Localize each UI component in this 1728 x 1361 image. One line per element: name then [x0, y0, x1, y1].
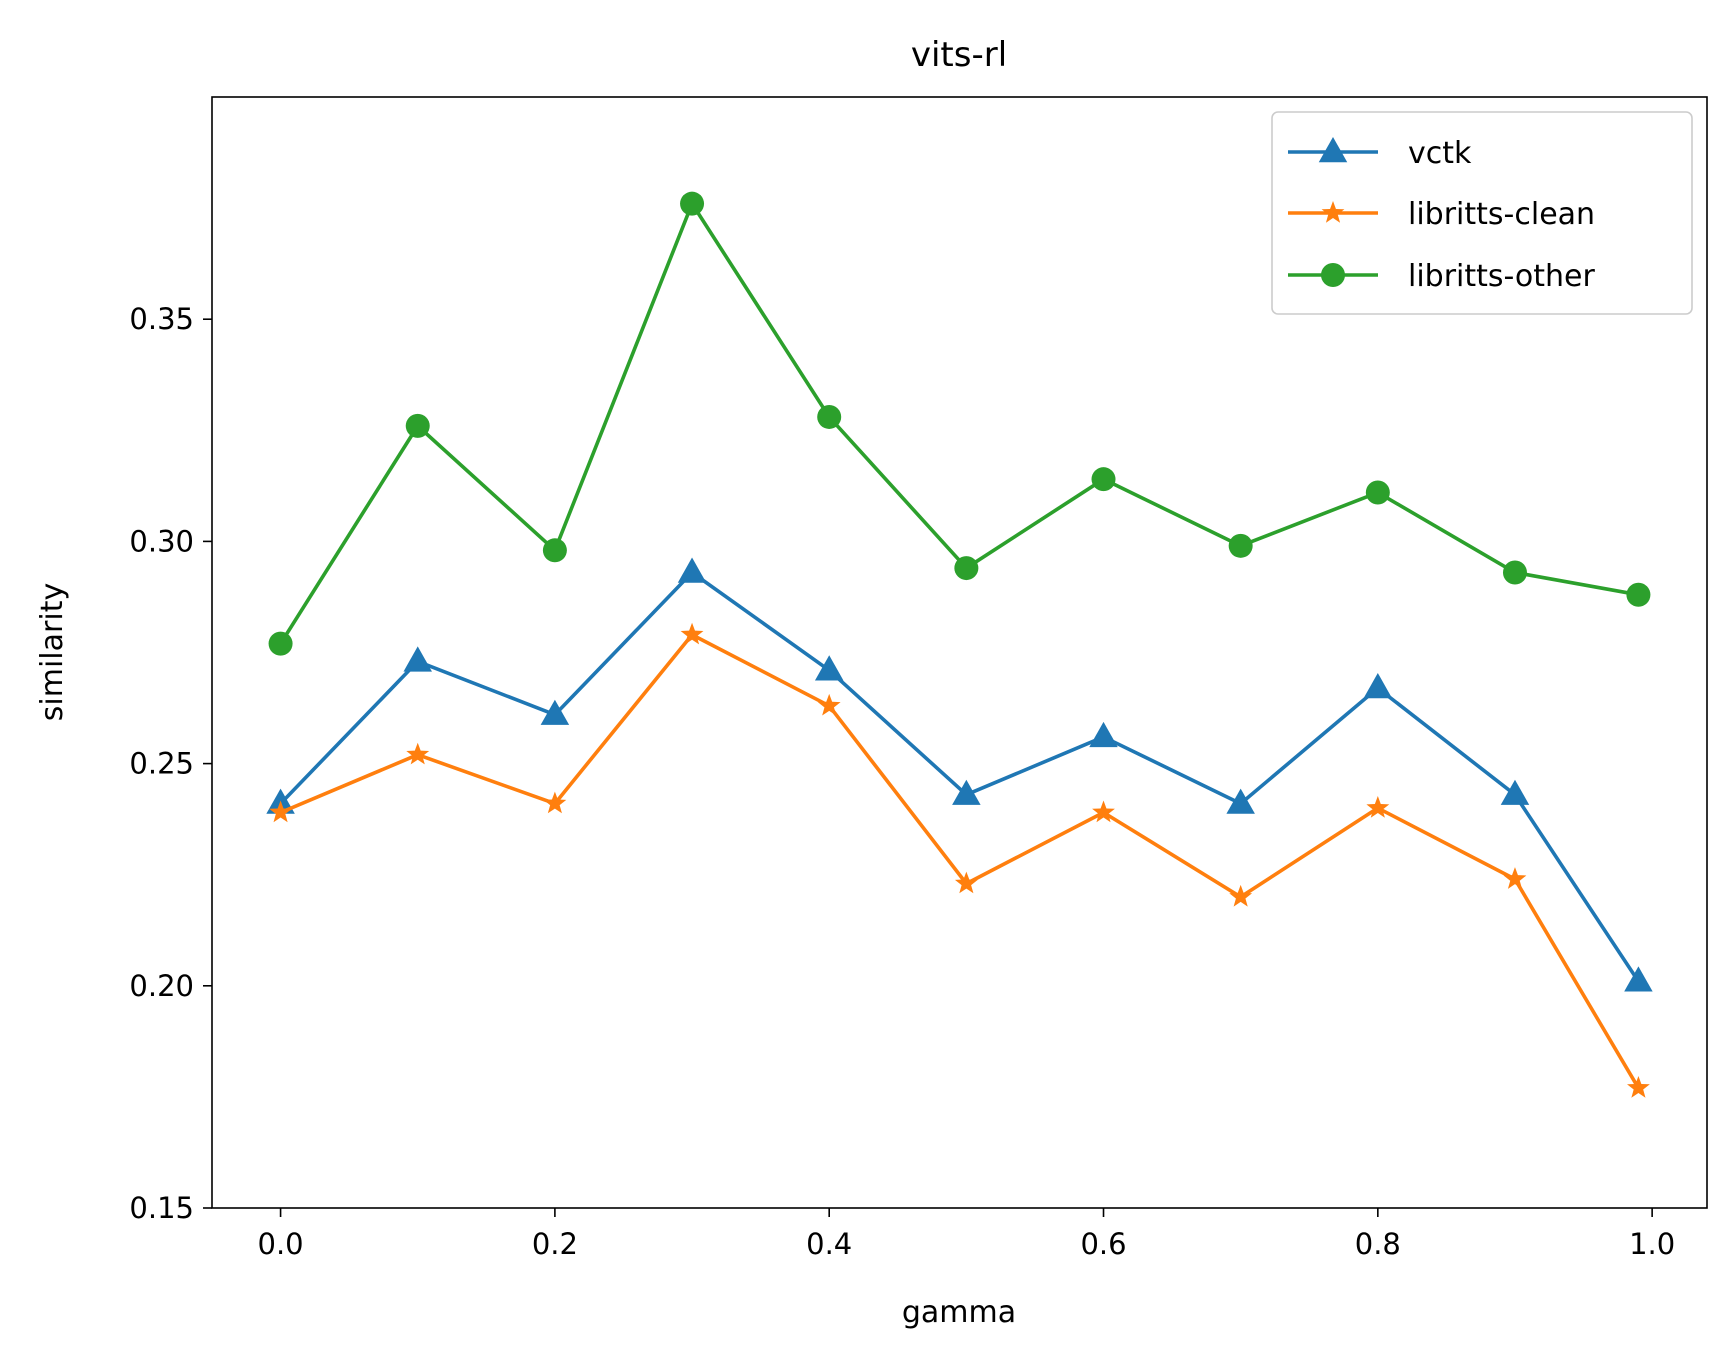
- data-point-vctk: [1500, 779, 1530, 805]
- legend-marker-circle: [1321, 263, 1345, 287]
- y-tick-label: 0.15: [129, 1191, 194, 1225]
- data-point-libritts-other: [1502, 560, 1527, 585]
- data-point-libritts-clean: [1366, 796, 1390, 818]
- x-axis: 0.0 0.2 0.4 0.6 0.8 1.0: [258, 1208, 1675, 1261]
- y-tick-label: 0.20: [129, 969, 194, 1003]
- data-point-libritts-clean: [543, 791, 567, 814]
- series-vctk: [266, 557, 1653, 992]
- data-point-libritts-clean: [817, 693, 841, 716]
- legend-label: vctk: [1408, 136, 1472, 171]
- chart-title: vits-rl: [911, 35, 1007, 75]
- data-point-libritts-other: [542, 538, 567, 563]
- data-point-vctk: [1226, 788, 1255, 814]
- x-tick-label: 0.2: [532, 1227, 578, 1261]
- data-point-libritts-other: [817, 404, 842, 429]
- legend: vctk libritts-clean libritts-other: [1271, 111, 1693, 315]
- y-tick-label: 0.35: [129, 302, 194, 336]
- legend-label: libritts-other: [1408, 259, 1596, 294]
- data-point-libritts-other: [405, 413, 430, 438]
- plot-frame: [211, 96, 1708, 1209]
- data-point-libritts-other: [954, 556, 979, 581]
- legend-item-libritts-clean: libritts-clean: [1288, 197, 1595, 232]
- data-point-libritts-other: [1091, 467, 1116, 492]
- y-tick-label: 0.30: [129, 524, 194, 558]
- data-point-vctk: [1624, 966, 1653, 992]
- y-axis-label: similarity: [35, 583, 70, 721]
- data-point-libritts-clean: [1503, 867, 1527, 889]
- data-point-vctk: [677, 557, 707, 583]
- data-point-libritts-clean: [269, 800, 292, 823]
- data-point-libritts-clean: [954, 871, 978, 894]
- data-point-vctk: [1089, 721, 1118, 748]
- legend-item-vctk: vctk: [1288, 136, 1472, 171]
- data-point-libritts-clean: [406, 742, 430, 765]
- data-point-vctk: [540, 699, 570, 725]
- data-point-libritts-other: [268, 631, 293, 656]
- data-point-libritts-clean: [1092, 800, 1115, 823]
- data-point-libritts-other: [1365, 480, 1390, 505]
- data-point-vctk: [403, 646, 432, 672]
- data-point-vctk: [1363, 673, 1393, 699]
- x-tick-label: 0.4: [806, 1227, 852, 1261]
- y-tick-label: 0.25: [129, 747, 194, 781]
- legend-label: libritts-clean: [1408, 197, 1595, 232]
- series-libritts-clean: [269, 622, 1650, 1098]
- legend-entries: vctk libritts-clean libritts-other: [1288, 136, 1596, 294]
- x-tick-label: 0.0: [258, 1227, 304, 1261]
- data-point-vctk: [814, 655, 844, 681]
- data-point-libritts-clean: [1627, 1076, 1650, 1098]
- data-point-libritts-other: [680, 191, 705, 216]
- data-point-libritts-other: [1626, 582, 1651, 607]
- y-axis: 0.15 0.20 0.25 0.30 0.35: [129, 302, 212, 1225]
- data-point-libritts-clean: [680, 622, 704, 645]
- legend-marker-triangle: [1318, 137, 1348, 163]
- data-point-libritts-clean: [1229, 884, 1253, 907]
- data-point-libritts-other: [1228, 533, 1253, 558]
- series-layer: [266, 191, 1653, 1098]
- x-axis-label: gamma: [902, 1295, 1016, 1330]
- x-tick-label: 0.8: [1355, 1227, 1401, 1261]
- x-tick-label: 1.0: [1629, 1227, 1675, 1261]
- legend-frame: [1271, 111, 1693, 315]
- legend-item-libritts-other: libritts-other: [1288, 259, 1596, 294]
- x-tick-label: 0.6: [1080, 1227, 1126, 1261]
- data-point-vctk: [952, 779, 981, 805]
- legend-marker-star: [1321, 201, 1345, 223]
- series-libritts-other: [268, 191, 1651, 656]
